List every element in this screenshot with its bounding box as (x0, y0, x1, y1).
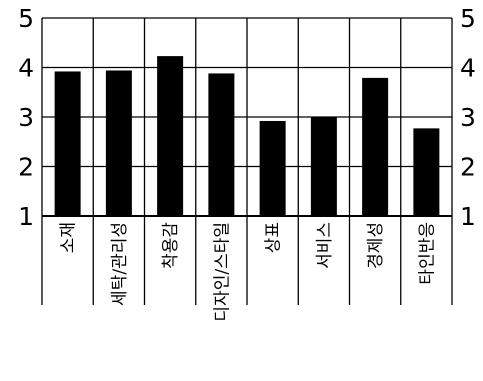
y-axis-right-ticks: 1 2 3 4 5 (460, 4, 476, 231)
y-tick-left-5: 5 (18, 4, 34, 33)
category-label-1: 세탁/관리성 (110, 222, 130, 306)
y-tick-right-4: 4 (460, 54, 476, 83)
y-tick-right-5: 5 (460, 4, 476, 33)
bar-7 (413, 128, 440, 216)
category-label-4: 상표 (264, 222, 284, 253)
y-tick-left-4: 4 (18, 54, 34, 83)
y-tick-right-1: 1 (460, 202, 476, 231)
y-tick-left-2: 2 (18, 153, 34, 182)
bar-1 (105, 70, 132, 216)
y-tick-right-2: 2 (460, 153, 476, 182)
y-tick-right-3: 3 (460, 103, 476, 132)
category-labels: 소재 세탁/관리성 착용감 디자인/스타일 상표 서비스 경제성 타인반응 (59, 222, 438, 322)
bar-2 (157, 56, 184, 216)
category-label-6: 경제성 (366, 222, 386, 269)
bar-4 (259, 120, 286, 216)
bar-6 (362, 77, 389, 217)
y-tick-left-1: 1 (18, 202, 34, 231)
category-label-2: 착용감 (161, 222, 181, 269)
bar-3 (208, 73, 235, 216)
y-tick-left-3: 3 (18, 103, 34, 132)
bar-0 (54, 71, 81, 217)
bar-5 (310, 116, 337, 216)
bar-series (54, 56, 440, 217)
y-axis-left-ticks: 1 2 3 4 5 (18, 4, 34, 231)
category-label-0: 소재 (59, 222, 79, 253)
category-label-7: 타인반응 (417, 222, 437, 285)
category-label-5: 서비스 (315, 222, 335, 269)
chart-grid (41, 17, 453, 305)
category-label-3: 디자인/스타일 (212, 222, 232, 322)
